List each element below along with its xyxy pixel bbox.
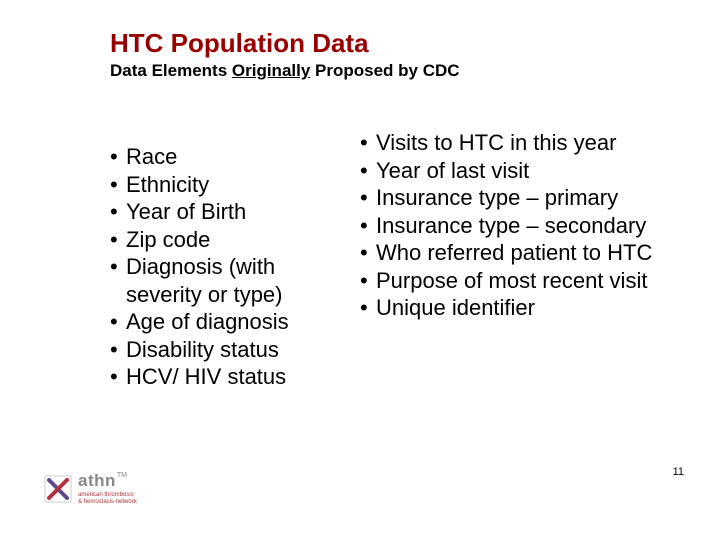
bullet-icon: • [110,253,126,279]
list-item: •Diagnosis (with severity or type) [110,253,350,308]
list-item: •Year of last visit [360,157,670,185]
bullet-icon: • [110,171,126,197]
list-item: •Race [110,143,350,171]
list-item: •Ethnicity [110,171,350,199]
logo: athnTM american thrombosis & hemostasis … [44,472,137,506]
list-item: •Insurance type – secondary [360,212,670,240]
subtitle-post: Proposed by CDC [310,61,459,80]
list-item-text: Unique identifier [376,294,535,322]
slide-content: HTC Population Data Data Elements Origin… [0,0,720,391]
list-item: •Unique identifier [360,294,670,322]
list-item-text: Zip code [126,226,210,254]
slide-title: HTC Population Data [110,28,680,59]
logo-tagline-2: & hemostasis network [78,499,137,506]
bullet-icon: • [360,239,376,265]
logo-mark-icon [44,475,72,503]
list-item-text: Purpose of most recent visit [376,267,647,295]
list-item-text: HCV/ HIV status [126,363,286,391]
bullet-icon: • [110,198,126,224]
list-item-text: Year of last visit [376,157,529,185]
subtitle-underlined: Originally [232,61,310,80]
logo-word: athn [78,471,116,490]
right-column: •Visits to HTC in this year•Year of last… [360,129,670,391]
list-item-text: Ethnicity [126,171,209,199]
left-column: •Race•Ethnicity•Year of Birth•Zip code•D… [110,129,350,391]
list-item: •Who referred patient to HTC [360,239,670,267]
logo-tagline-1: american thrombosis [78,492,137,499]
bullet-icon: • [360,294,376,320]
logo-tm: TM [117,472,127,479]
bullet-icon: • [110,143,126,169]
bullet-icon: • [360,157,376,183]
list-item-text: Insurance type – secondary [376,212,646,240]
list-item-text: Year of Birth [126,198,246,226]
bullet-icon: • [110,336,126,362]
bullet-icon: • [110,308,126,334]
list-item: •Zip code [110,226,350,254]
bullet-icon: • [360,212,376,238]
bullet-columns: •Race•Ethnicity•Year of Birth•Zip code•D… [110,129,680,391]
list-item-text: Disability status [126,336,279,364]
list-item-text: Insurance type – primary [376,184,618,212]
bullet-icon: • [110,363,126,389]
list-item-text: Age of diagnosis [126,308,289,336]
subtitle-pre: Data Elements [110,61,232,80]
list-item: •Age of diagnosis [110,308,350,336]
list-item-text: Diagnosis (with severity or type) [126,253,350,308]
slide-subtitle: Data Elements Originally Proposed by CDC [110,61,680,81]
list-item-text: Visits to HTC in this year [376,129,616,157]
bullet-icon: • [360,129,376,155]
bullet-icon: • [360,267,376,293]
list-item: •HCV/ HIV status [110,363,350,391]
list-item: •Disability status [110,336,350,364]
list-item-text: Who referred patient to HTC [376,239,652,267]
bullet-icon: • [360,184,376,210]
page-number: 11 [673,466,684,478]
bullet-icon: • [110,226,126,252]
list-item-text: Race [126,143,177,171]
list-item: •Purpose of most recent visit [360,267,670,295]
list-item: •Visits to HTC in this year [360,129,670,157]
list-item: •Insurance type – primary [360,184,670,212]
list-item: •Year of Birth [110,198,350,226]
logo-text: athnTM american thrombosis & hemostasis … [78,472,137,506]
